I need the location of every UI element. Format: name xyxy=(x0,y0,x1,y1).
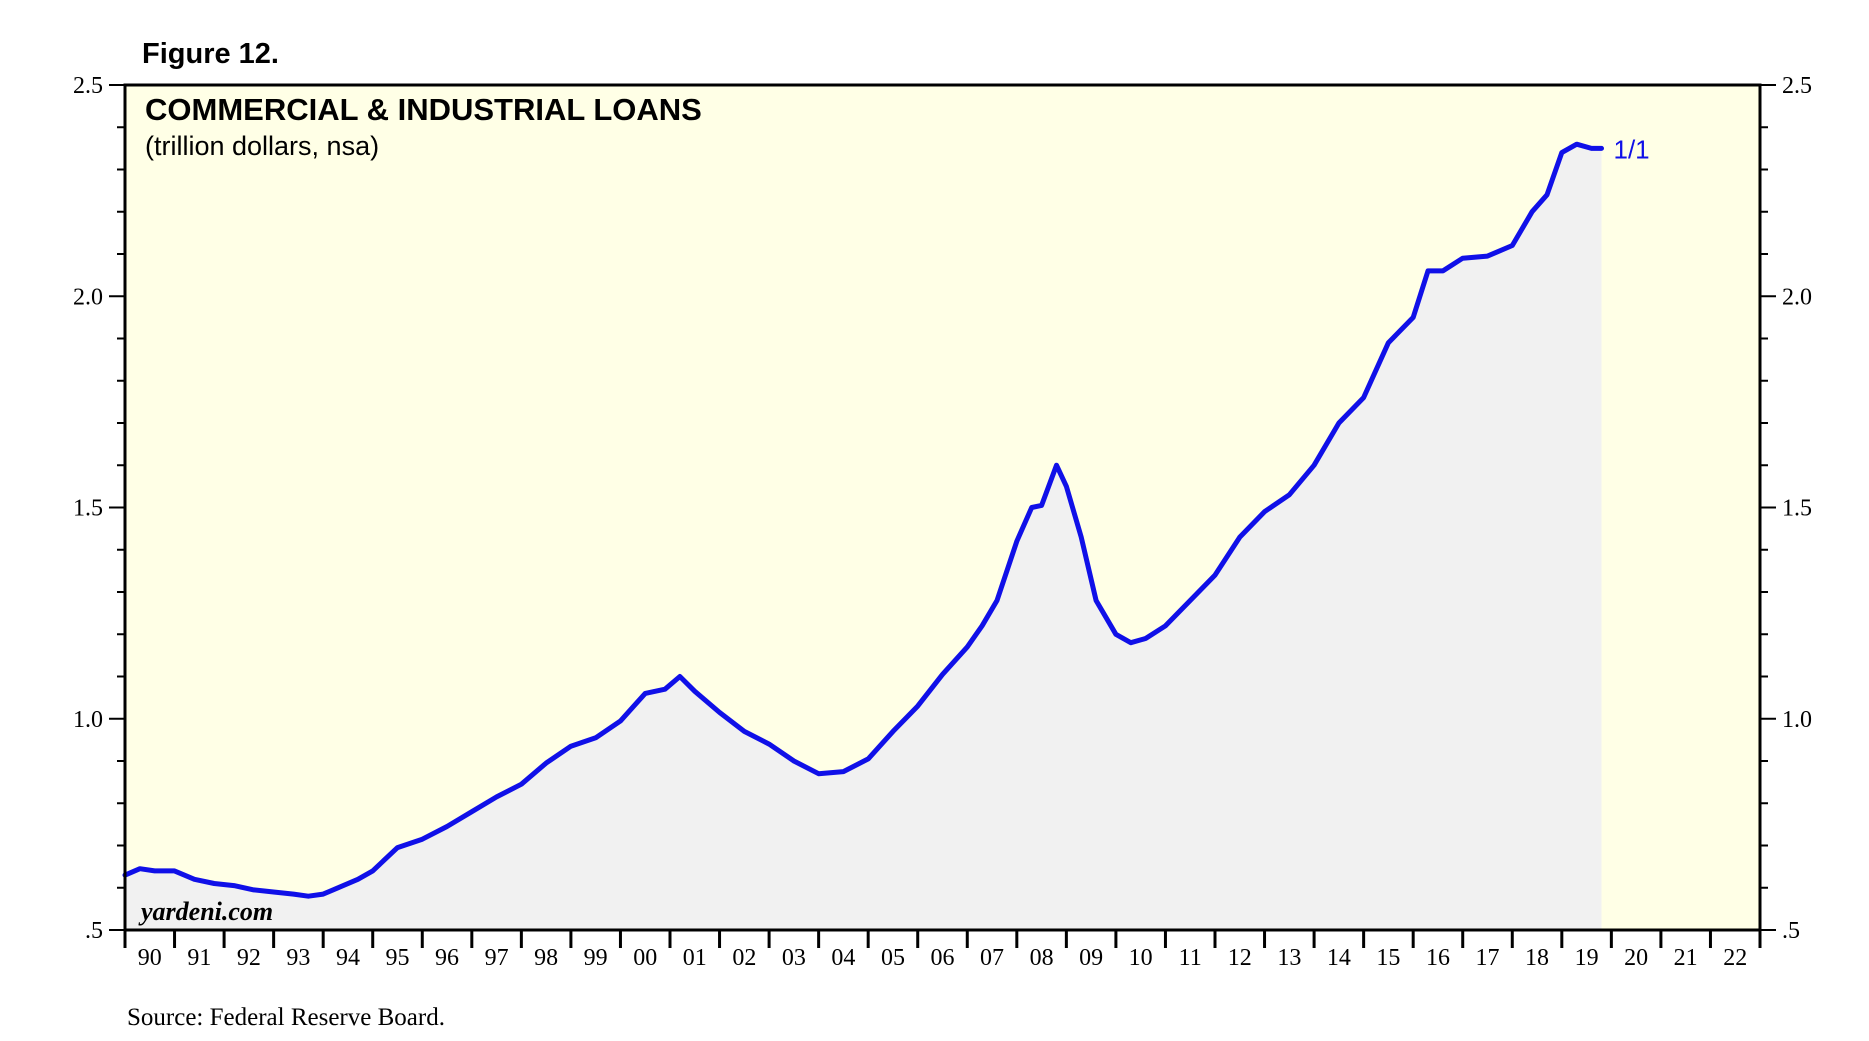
x-tick-label: 12 xyxy=(1228,945,1252,971)
last-value-label: 1/1 xyxy=(1614,134,1650,164)
x-tick-label: 15 xyxy=(1376,945,1400,971)
x-tick-label: 99 xyxy=(584,945,608,971)
watermark: yardeni.com xyxy=(138,897,273,926)
x-tick-label: 22 xyxy=(1723,945,1747,971)
x-tick-label: 95 xyxy=(386,945,410,971)
x-tick-label: 07 xyxy=(980,945,1004,971)
chart-subtitle: (trillion dollars, nsa) xyxy=(145,131,379,161)
x-tick-label: 05 xyxy=(881,945,905,971)
y-tick-label-left: 2.0 xyxy=(73,284,103,310)
loans-line xyxy=(122,141,1604,899)
x-tick-label: 00 xyxy=(633,945,657,971)
x-tick-label: 91 xyxy=(187,945,211,971)
y-tick-label-right: 2.5 xyxy=(1782,73,1812,99)
x-tick-label: 04 xyxy=(831,945,855,971)
chart-title: COMMERCIAL & INDUSTRIAL LOANS xyxy=(145,92,702,127)
y-tick-label-right: 2.0 xyxy=(1782,284,1812,310)
y-axis-right: .5 1.0 1.5 2.0 2.5 xyxy=(1760,73,1812,944)
x-tick-label: 10 xyxy=(1129,945,1153,971)
x-tick-label: 14 xyxy=(1327,945,1351,971)
x-tick-label: 90 xyxy=(138,945,162,971)
x-axis: 90 91 92 93 94 95 96 97 98 99 00 01 02 03 04 05 06 07 08 09… xyxy=(123,930,1762,971)
x-tick-label: 21 xyxy=(1674,945,1698,971)
x-tick-label: 08 xyxy=(1030,945,1054,971)
x-tick-label: 20 xyxy=(1624,945,1648,971)
x-tick-label: 94 xyxy=(336,945,360,971)
x-tick-label: 98 xyxy=(534,945,558,971)
y-tick-label-right: 1.5 xyxy=(1782,496,1812,522)
y-tick-label-left: 1.5 xyxy=(73,496,103,522)
x-tick-label: 19 xyxy=(1575,945,1599,971)
y-tick-label-right: .5 xyxy=(1782,918,1800,944)
x-tick-label: 02 xyxy=(732,945,756,971)
y-tick-label-right: 1.0 xyxy=(1782,707,1812,733)
x-tick-label: 11 xyxy=(1179,945,1202,971)
x-tick-label: 17 xyxy=(1476,945,1500,971)
x-tick-label: 03 xyxy=(782,945,806,971)
x-tick-label: 16 xyxy=(1426,945,1450,971)
x-tick-label: 01 xyxy=(683,945,707,971)
source-note: Source: Federal Reserve Board. xyxy=(127,1004,445,1031)
x-tick-label: 06 xyxy=(931,945,955,971)
x-tick-label: 93 xyxy=(286,945,310,971)
y-tick-label-left: 2.5 xyxy=(73,73,103,99)
y-axis-left: .5 1.0 1.5 2.0 2.5 xyxy=(73,73,125,944)
y-tick-label-left: .5 xyxy=(85,918,103,944)
x-tick-label: 09 xyxy=(1079,945,1103,971)
y-tick-label-left: 1.0 xyxy=(73,707,103,733)
x-tick-label: 97 xyxy=(485,945,509,971)
x-tick-label: 92 xyxy=(237,945,261,971)
x-tick-label: 13 xyxy=(1277,945,1301,971)
x-tick-label: 96 xyxy=(435,945,459,971)
x-tick-label: 18 xyxy=(1525,945,1549,971)
figure-label: Figure 12. xyxy=(142,38,279,70)
area-fill xyxy=(125,144,1602,930)
